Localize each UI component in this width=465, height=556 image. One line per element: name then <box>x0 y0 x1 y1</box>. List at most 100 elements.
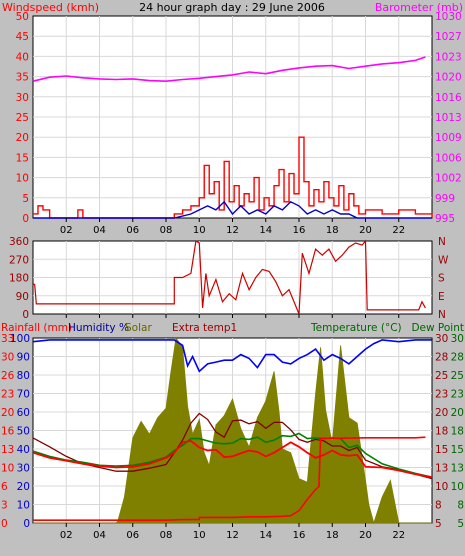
temp-tick: 13 <box>435 463 448 475</box>
compass-tick: N <box>438 236 446 248</box>
rainfall-tick: 30 <box>1 352 14 364</box>
x-tick-label: 20 <box>359 530 372 541</box>
temp-tick: 20 <box>435 407 448 419</box>
panels: 0510152025303540455099599910021006100910… <box>1 11 464 541</box>
compass-tick: W <box>438 254 449 266</box>
compass-tick: N <box>438 309 446 321</box>
x-tick-label: 06 <box>126 530 139 541</box>
barometer-tick: 1020 <box>435 72 462 84</box>
direction-series <box>32 239 426 315</box>
x-tick-label: 22 <box>392 225 405 236</box>
rainfall-tick: 26 <box>1 370 15 382</box>
x-tick-label: 14 <box>259 530 272 541</box>
dew-point-label: Dew Point <box>411 322 464 334</box>
humidity-tick: 10 <box>17 500 30 512</box>
x-tick-label: 18 <box>326 225 339 236</box>
x-tick-label: 06 <box>126 225 139 236</box>
barometer-tick: 1002 <box>435 173 462 185</box>
barometer-tick: 995 <box>435 213 455 225</box>
windspeed-tick: 20 <box>16 132 29 144</box>
temp-tick-right: 8 <box>457 500 464 512</box>
barometer-tick: 1030 <box>435 11 462 23</box>
windspeed-axis-label: Windspeed (kmh) <box>2 1 99 14</box>
temperature-label: Temperature (°C) <box>310 322 402 334</box>
x-tick-label: 16 <box>293 225 306 236</box>
rainfall-tick: 13 <box>1 444 14 456</box>
x-tick-label: 04 <box>93 530 106 541</box>
temp-tick: 25 <box>435 370 448 382</box>
solar-series <box>33 336 432 525</box>
humidity-tick: 40 <box>17 444 30 456</box>
x-tick-label: 12 <box>226 225 239 236</box>
x-tick-label: 12 <box>226 530 239 541</box>
rainfall-series <box>33 436 426 522</box>
humidity-tick: 80 <box>17 370 30 382</box>
solar-label: Solar <box>125 322 152 334</box>
humidity-tick: 100 <box>10 333 30 345</box>
temp-tick: 10 <box>435 481 448 493</box>
x-tick-label: 08 <box>160 225 173 236</box>
direction-tick: 90 <box>16 291 29 303</box>
dew-point-series <box>32 439 433 478</box>
temp-tick-right: 18 <box>451 426 464 438</box>
barometer-tick: 1023 <box>435 51 462 63</box>
barometer-axis-label: Barometer (mb) <box>375 1 463 14</box>
temp-tick-right: 15 <box>451 444 464 456</box>
x-tick-label: 18 <box>326 530 339 541</box>
x-tick-label: 16 <box>293 530 306 541</box>
rainfall-tick: 33 <box>1 333 14 345</box>
barometer-tick: 1009 <box>435 132 462 144</box>
temp-tick-right: 23 <box>451 389 464 401</box>
windspeed-tick: 40 <box>16 51 29 63</box>
extra-temp-label: Extra temp1 <box>172 322 237 334</box>
humidity-tick: 70 <box>17 389 30 401</box>
windspeed-tick: 25 <box>16 112 29 124</box>
humidity-series <box>32 339 432 373</box>
x-tick-label: 02 <box>60 530 73 541</box>
direction-tick: 270 <box>9 254 29 266</box>
temp-tick: 18 <box>435 426 448 438</box>
windspeed-tick: 45 <box>16 31 29 43</box>
compass-tick: E <box>438 291 445 303</box>
humidity-tick: 50 <box>17 426 30 438</box>
rainfall-tick: 20 <box>1 407 14 419</box>
x-tick-label: 10 <box>193 225 206 236</box>
barometer-tick: 1006 <box>435 152 462 164</box>
barometer-tick: 999 <box>435 193 455 205</box>
rainfall-tick: 3 <box>1 500 8 512</box>
rainfall-tick: 16 <box>1 426 15 438</box>
direction-tick: 0 <box>22 309 29 321</box>
x-tick-label: 22 <box>392 530 405 541</box>
temp-tick-right: 28 <box>451 352 464 364</box>
rainfall-label: Rainfall (mm) <box>1 322 72 334</box>
humidity-tick: 0 <box>23 518 30 530</box>
direction-tick: 360 <box>9 236 29 248</box>
windspeed-series <box>33 136 433 219</box>
humidity-tick: 20 <box>17 481 30 493</box>
chart-title: 24 hour graph day : 29 June 2006 <box>139 1 325 14</box>
temp-tick-right: 25 <box>451 370 464 382</box>
temp-tick-right: 30 <box>451 333 464 345</box>
windspeed-tick: 15 <box>16 152 29 164</box>
x-tick-label: 08 <box>160 530 173 541</box>
barometer-series <box>32 56 426 83</box>
temp-tick: 28 <box>435 352 448 364</box>
extra-temp-series <box>32 412 433 480</box>
humidity-tick: 90 <box>17 352 30 364</box>
windspeed-tick: 5 <box>22 193 29 205</box>
temp-tick: 5 <box>435 518 442 530</box>
direction-tick: 180 <box>9 273 29 285</box>
windspeed-tick: 0 <box>22 213 29 225</box>
temperature-series <box>32 432 433 478</box>
windspeed-tick: 30 <box>16 92 29 104</box>
windspeed-tick: 35 <box>16 72 29 84</box>
temp-tick: 23 <box>435 389 448 401</box>
x-tick-label: 10 <box>193 530 206 541</box>
windspeed-tick: 50 <box>16 11 29 23</box>
humidity-label: Humidity % <box>68 322 129 334</box>
humidity-tick: 30 <box>17 463 30 475</box>
x-tick-label: 14 <box>259 225 272 236</box>
temp-tick-right: 20 <box>451 407 464 419</box>
